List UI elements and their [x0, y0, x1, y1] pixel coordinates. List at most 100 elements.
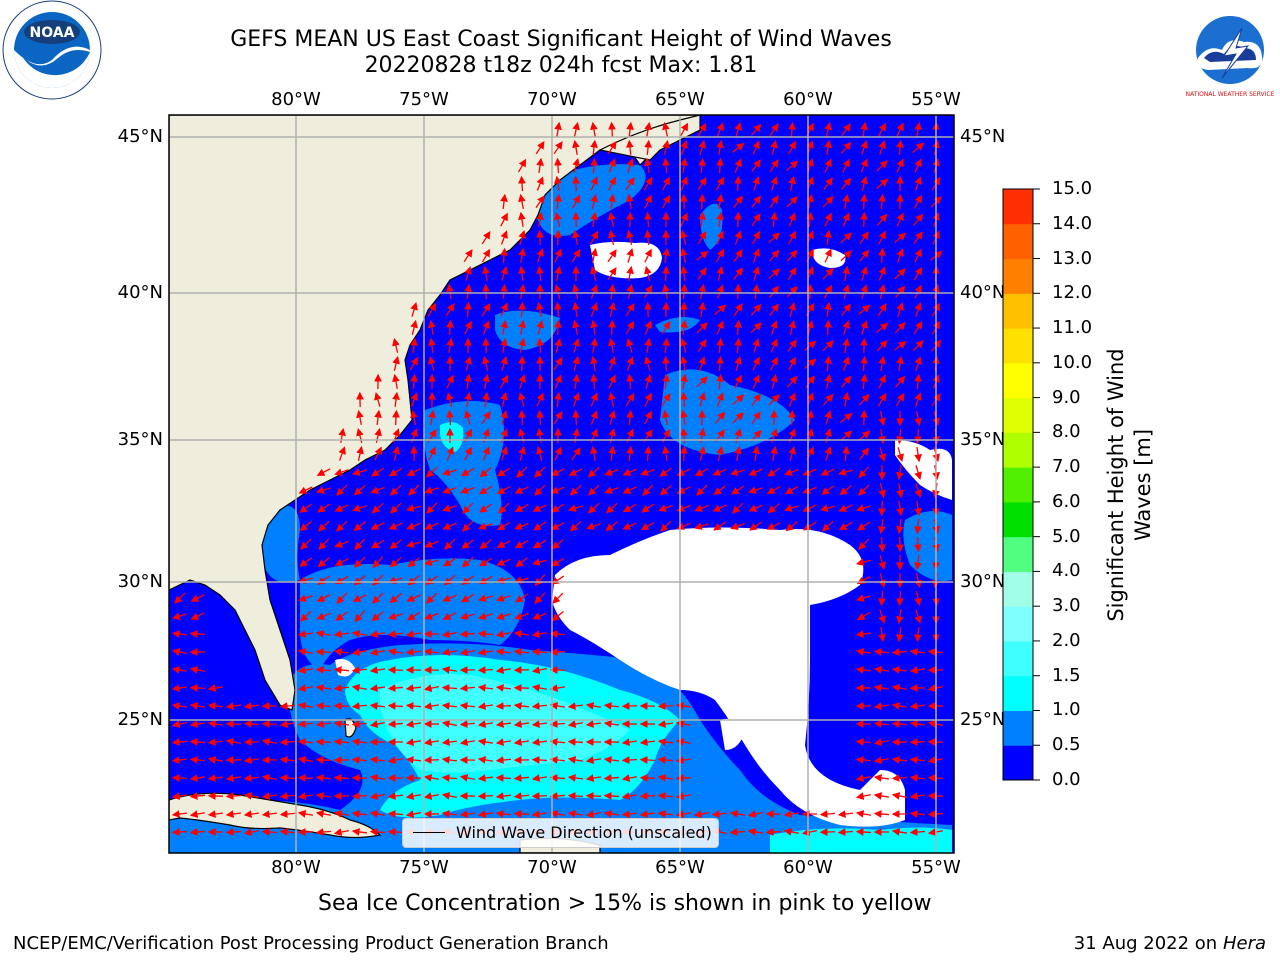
wave-direction-arrow — [644, 229, 652, 246]
wave-direction-arrow — [734, 445, 742, 462]
wave-direction-arrow — [716, 122, 724, 137]
wave-direction-arrow — [585, 810, 601, 818]
wave-direction-arrow — [336, 484, 348, 496]
wave-direction-arrow — [644, 265, 652, 281]
wave-direction-arrow — [441, 630, 457, 638]
wave-direction-arrow — [482, 446, 490, 461]
wave-direction-arrow — [171, 774, 188, 782]
colorbar-tick-label: 5.0 — [1052, 525, 1081, 547]
wave-direction-arrow — [554, 391, 562, 408]
wave-direction-arrow — [459, 738, 476, 746]
wave-direction-arrow — [531, 774, 548, 782]
wave-direction-arrow — [316, 486, 331, 494]
wave-direction-arrow — [423, 648, 440, 656]
wave-direction-arrow — [608, 410, 616, 425]
legend-line-icon — [413, 832, 445, 833]
wave-direction-arrow — [189, 720, 206, 728]
wave-direction-arrow — [482, 265, 490, 282]
wave-direction-arrow — [730, 468, 745, 476]
wave-direction-arrow — [549, 774, 566, 782]
wave-direction-arrow — [878, 518, 886, 535]
wave-direction-arrow — [518, 301, 526, 318]
wave-direction-arrow — [786, 249, 798, 262]
wave-direction-arrow — [315, 792, 332, 800]
wave-direction-arrow — [804, 340, 817, 351]
wave-direction-arrow — [464, 410, 472, 425]
wave-direction-arrow — [388, 612, 403, 620]
wave-direction-arrow — [819, 810, 836, 818]
wave-direction-arrow — [426, 592, 438, 604]
wave-direction-arrow — [500, 193, 508, 210]
wave-direction-arrow — [878, 283, 886, 299]
wave-direction-arrow — [909, 774, 926, 782]
wave-direction-arrow — [514, 486, 529, 494]
wave-direction-arrow — [694, 504, 709, 512]
wave-direction-arrow — [714, 304, 727, 316]
wave-direction-arrow — [477, 630, 494, 638]
wave-direction-arrow — [729, 810, 746, 818]
wave-direction-arrow — [481, 248, 491, 263]
wave-direction-arrow — [878, 536, 886, 553]
wave-direction-arrow — [783, 828, 800, 836]
colorbar-segment — [1003, 606, 1033, 642]
wave-direction-arrow — [567, 756, 584, 764]
wave-direction-arrow — [608, 337, 616, 353]
wave-direction-arrow — [639, 810, 656, 818]
wave-direction-arrow — [171, 756, 188, 764]
wave-direction-arrow — [569, 520, 582, 532]
wave-direction-arrow — [891, 666, 908, 674]
wave-direction-arrow — [840, 430, 853, 442]
wave-direction-arrow — [769, 249, 780, 262]
wave-direction-arrow — [517, 158, 527, 173]
wave-direction-arrow — [481, 230, 491, 245]
wave-direction-arrow — [477, 738, 494, 746]
wave-direction-arrow — [477, 720, 494, 728]
wave-direction-arrow — [873, 648, 890, 656]
colorbar-tick-label: 9.0 — [1052, 386, 1081, 408]
wave-direction-arrow — [372, 574, 384, 586]
wave-direction-arrow — [351, 738, 368, 746]
wave-direction-arrow — [554, 374, 562, 389]
wave-direction-arrow — [550, 468, 565, 476]
wave-direction-arrow — [351, 720, 368, 728]
wave-direction-arrow — [896, 122, 904, 137]
wave-direction-arrow — [536, 176, 544, 191]
wave-direction-arrow — [698, 157, 706, 174]
wave-direction-arrow — [171, 630, 188, 638]
wave-direction-arrow — [442, 612, 457, 620]
wave-direction-arrow — [554, 283, 562, 299]
wave-direction-arrow — [464, 391, 472, 408]
wave-direction-arrow — [914, 536, 922, 553]
wave-direction-arrow — [567, 810, 584, 818]
wave-direction-arrow — [590, 319, 598, 336]
wave-direction-arrow — [622, 486, 637, 494]
wave-direction-arrow — [680, 283, 688, 300]
wave-direction-arrow — [297, 774, 314, 782]
wave-direction-arrow — [441, 810, 458, 818]
wave-direction-arrow — [698, 356, 706, 371]
wave-direction-arrow — [464, 373, 472, 390]
wave-direction-arrow — [207, 756, 224, 764]
wave-direction-arrow — [405, 720, 422, 728]
wave-direction-arrow — [518, 247, 526, 264]
wave-direction-arrow — [389, 502, 402, 514]
wave-direction-arrow — [495, 738, 512, 746]
wave-direction-arrow — [680, 319, 688, 336]
wave-direction-arrow — [572, 175, 580, 192]
wave-direction-arrow — [822, 393, 834, 406]
wave-direction-arrow — [549, 630, 566, 638]
wave-direction-arrow — [461, 539, 474, 550]
wave-direction-arrow — [567, 792, 584, 800]
wave-direction-arrow — [261, 774, 277, 782]
wave-direction-arrow — [659, 467, 673, 477]
wave-direction-arrow — [733, 195, 744, 208]
wave-direction-arrow — [553, 357, 563, 371]
wave-direction-arrow — [441, 738, 458, 746]
wave-direction-arrow — [658, 504, 673, 512]
wave-direction-arrow — [748, 486, 763, 494]
wave-direction-arrow — [608, 158, 616, 173]
wave-direction-arrow — [803, 521, 817, 531]
wave-direction-arrow — [661, 392, 671, 407]
wave-direction-arrow — [680, 212, 688, 227]
colorbar-tick-label: 10.0 — [1052, 351, 1093, 373]
